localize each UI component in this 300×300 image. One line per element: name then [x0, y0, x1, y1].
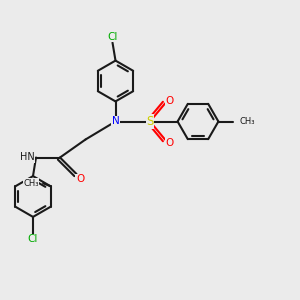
- Text: Cl: Cl: [107, 32, 118, 42]
- Text: Cl: Cl: [28, 234, 38, 244]
- Text: N: N: [112, 116, 119, 127]
- Text: S: S: [146, 115, 154, 128]
- Text: O: O: [76, 174, 84, 184]
- Text: CH₃: CH₃: [23, 179, 39, 188]
- Text: HN: HN: [20, 152, 34, 163]
- Text: O: O: [165, 137, 174, 148]
- Text: O: O: [165, 95, 174, 106]
- Text: CH₃: CH₃: [240, 117, 256, 126]
